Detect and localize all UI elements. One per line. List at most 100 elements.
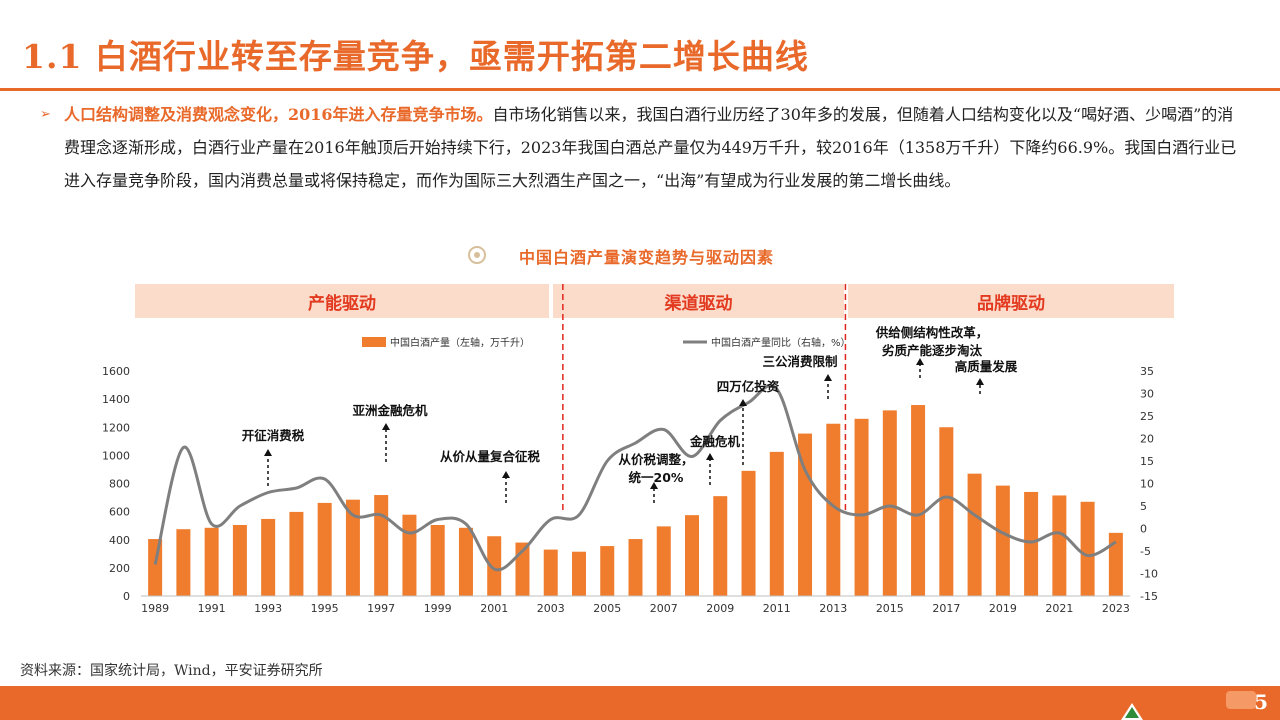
annotation-label-line2: 统一20% bbox=[629, 470, 684, 485]
x-tick-label: 1995 bbox=[311, 602, 339, 615]
x-tick-label: 2023 bbox=[1102, 602, 1130, 615]
bar-1994 bbox=[289, 511, 304, 596]
annotation-label: 从价从量复合征税 bbox=[440, 449, 541, 464]
annotation-label: 高质量发展 bbox=[955, 359, 1018, 374]
x-tick-label: 2003 bbox=[537, 602, 565, 615]
annotation-arrow-head bbox=[706, 453, 714, 460]
annotation-arrow-head bbox=[382, 423, 390, 430]
bar-1997 bbox=[374, 495, 389, 596]
footer-badge bbox=[1226, 691, 1256, 709]
right-tick-label: 5 bbox=[1140, 500, 1147, 513]
bar-2021 bbox=[1052, 495, 1067, 596]
x-tick-label: 2009 bbox=[706, 602, 734, 615]
legend-bar-label: 中国白酒产量（左轴，万千升） bbox=[390, 336, 530, 349]
x-tick-label: 2005 bbox=[593, 602, 621, 615]
page-number: 5 bbox=[1254, 690, 1268, 714]
bar-2020 bbox=[1024, 491, 1039, 596]
bar-2015 bbox=[882, 410, 897, 596]
bar-2016 bbox=[911, 405, 926, 596]
bar-1996 bbox=[345, 499, 360, 596]
x-tick-label: 2015 bbox=[876, 602, 904, 615]
right-tick-label: 35 bbox=[1140, 365, 1154, 378]
left-tick-label: 400 bbox=[109, 534, 130, 547]
left-tick-label: 200 bbox=[109, 562, 130, 575]
bar-2007 bbox=[656, 526, 671, 596]
bar-2018 bbox=[967, 473, 982, 596]
annotation-label: 三公消费限制 bbox=[762, 354, 837, 369]
bar-1991 bbox=[204, 527, 219, 596]
bar-2000 bbox=[458, 527, 473, 596]
x-tick-label: 2007 bbox=[650, 602, 678, 615]
bar-1990 bbox=[176, 529, 191, 596]
chart-heading: 中国白酒产量演变趋势与驱动因素 bbox=[0, 244, 1280, 270]
x-tick-label: 1991 bbox=[198, 602, 226, 615]
footer-bar bbox=[0, 686, 1280, 720]
bar-1995 bbox=[317, 502, 332, 596]
annotation-label: 从价税调整， bbox=[618, 452, 693, 467]
annotation-arrow-head bbox=[650, 482, 658, 489]
right-tick-label: -15 bbox=[1140, 590, 1158, 603]
right-tick-label: -10 bbox=[1140, 568, 1158, 581]
bar-1993 bbox=[261, 518, 276, 596]
title-divider bbox=[0, 88, 1280, 91]
bar-2022 bbox=[1080, 501, 1095, 596]
annotation-label-line2: 劣质产能逐步淘汰 bbox=[882, 343, 983, 358]
bar-2004 bbox=[571, 551, 586, 596]
left-tick-label: 600 bbox=[109, 506, 130, 519]
left-tick-label: 1600 bbox=[102, 365, 130, 378]
right-tick-label: 15 bbox=[1140, 455, 1154, 468]
bar-2019 bbox=[995, 485, 1010, 596]
tree-logo-icon bbox=[1121, 703, 1143, 720]
right-tick-label: 0 bbox=[1140, 523, 1147, 536]
target-ring-icon bbox=[468, 246, 486, 264]
annotation-arrow-head bbox=[502, 471, 510, 478]
bullet-paragraph: ➢ 人口结构调整及消费观念变化，2016年进入存量竞争市场。自市场化销售以来，我… bbox=[40, 98, 1240, 197]
bar-2006 bbox=[628, 539, 643, 596]
source-note: 资料来源：国家统计局，Wind，平安证券研究所 bbox=[20, 663, 323, 679]
legend-bar-swatch bbox=[362, 337, 386, 347]
bar-1998 bbox=[402, 514, 417, 596]
bar-2017 bbox=[939, 427, 954, 596]
right-tick-label: 30 bbox=[1140, 388, 1154, 401]
bar-1999 bbox=[430, 524, 445, 596]
left-tick-label: 800 bbox=[109, 478, 130, 491]
annotation-label: 开征消费税 bbox=[242, 428, 305, 443]
phase-channel-driven: 渠道驱动 bbox=[553, 284, 844, 318]
bar-2009 bbox=[713, 496, 728, 596]
x-tick-label: 1989 bbox=[141, 602, 169, 615]
x-tick-label: 2013 bbox=[819, 602, 847, 615]
left-tick-label: 1200 bbox=[102, 421, 130, 434]
annotation-label: 亚洲金融危机 bbox=[352, 403, 428, 418]
bullet-lead: 人口结构调整及消费观念变化，2016年进入存量竞争市场。 bbox=[64, 105, 493, 124]
annotation-arrow-head bbox=[739, 399, 747, 406]
chart-title: 中国白酒产量演变趋势与驱动因素 bbox=[519, 248, 775, 267]
right-tick-label: -5 bbox=[1140, 545, 1151, 558]
bar-2005 bbox=[600, 546, 615, 596]
left-tick-label: 1000 bbox=[102, 449, 130, 462]
bar-1992 bbox=[232, 524, 247, 596]
right-tick-label: 20 bbox=[1140, 433, 1154, 446]
x-tick-label: 2021 bbox=[1045, 602, 1073, 615]
right-tick-label: 25 bbox=[1140, 410, 1154, 423]
annotation-label: 四万亿投资 bbox=[717, 379, 780, 394]
bar-2003 bbox=[543, 549, 558, 596]
x-tick-label: 2019 bbox=[989, 602, 1017, 615]
x-tick-label: 1997 bbox=[367, 602, 395, 615]
left-tick-label: 0 bbox=[123, 590, 130, 603]
x-tick-label: 1999 bbox=[424, 602, 452, 615]
phase-brand-driven: 品牌驱动 bbox=[848, 284, 1174, 318]
bullet-text: 人口结构调整及消费观念变化，2016年进入存量竞争市场。自市场化销售以来，我国白… bbox=[40, 98, 1240, 197]
bar-2013 bbox=[826, 423, 841, 596]
legend-line-label: 中国白酒产量同比（右轴，%） bbox=[711, 336, 851, 349]
bar-2011 bbox=[769, 451, 784, 596]
bar-2014 bbox=[854, 418, 869, 596]
left-tick-label: 1400 bbox=[102, 393, 130, 406]
annotation-label: 供给侧结构性改革， bbox=[875, 325, 989, 340]
annotation-arrow-head bbox=[976, 378, 984, 385]
bar-2010 bbox=[741, 470, 756, 596]
yoy-growth-line bbox=[153, 384, 1117, 572]
phase-capacity-driven: 产能驱动 bbox=[135, 284, 549, 318]
bullet-arrow-icon: ➢ bbox=[40, 107, 51, 122]
x-tick-label: 2011 bbox=[763, 602, 791, 615]
